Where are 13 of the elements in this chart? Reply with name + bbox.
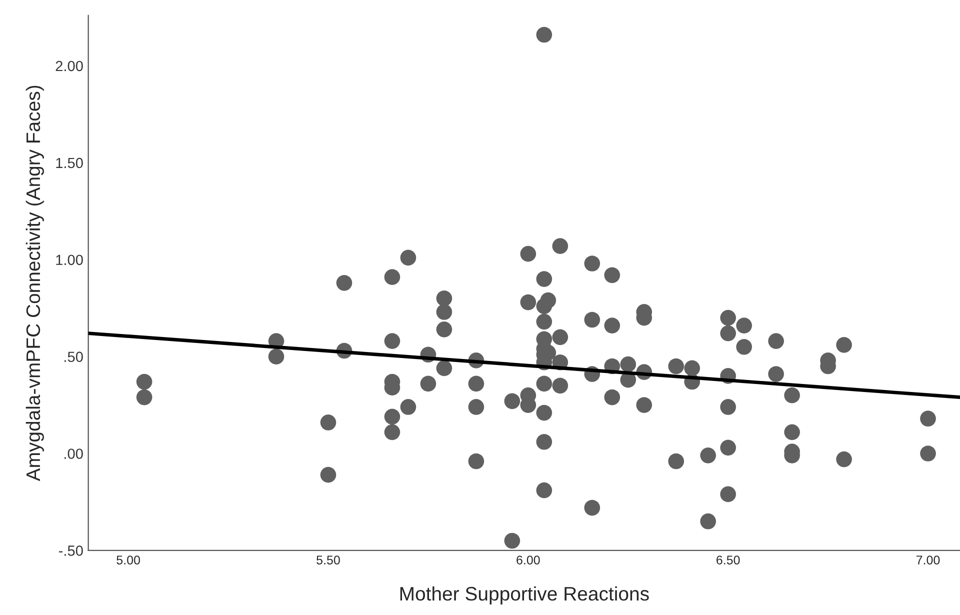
x-axis-title: Mother Supportive Reactions	[400, 586, 649, 605]
x-tick-label: 5.50	[316, 556, 340, 564]
y-tick-label: .50	[64, 352, 83, 362]
x-tick-label: 6.00	[516, 556, 540, 564]
y-tick-label: 1.50	[56, 158, 83, 168]
y-tick-label: 2.00	[56, 60, 83, 72]
y-tick-label: 1.00	[56, 254, 83, 266]
y-axis-title: Amygdala-vmPFC Connectivity (Angry Faces)	[26, 86, 44, 482]
x-tick-label: 7.00	[916, 556, 940, 564]
y-tick-label: .00	[64, 448, 83, 459]
x-tick-label: 5.00	[116, 556, 140, 564]
y-tick-label: -.50	[58, 546, 83, 556]
x-tick-label: 6.50	[716, 556, 740, 564]
